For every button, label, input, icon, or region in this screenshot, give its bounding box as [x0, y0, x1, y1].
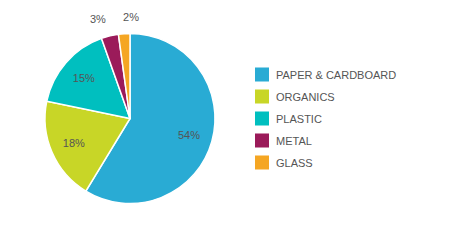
legend-item: PAPER & CARDBOARD [255, 68, 396, 82]
legend-label: GLASS [276, 157, 313, 169]
legend-swatch [255, 134, 269, 148]
legend-swatch [255, 156, 269, 170]
legend-swatch [255, 112, 269, 126]
legend-item: ORGANICS [255, 90, 335, 104]
data-label: 2% [123, 11, 139, 23]
legend-label: METAL [276, 135, 312, 147]
chart: 54% 18% 15% 3% 2% PAPER & CARDBOARD ORGANICS PL… [0, 0, 474, 237]
legend-label: ORGANICS [276, 91, 335, 103]
legend-label: PLASTIC [276, 113, 322, 125]
data-label: 54% [178, 129, 200, 141]
pie [45, 34, 215, 204]
legend-swatch [255, 68, 269, 82]
data-labels: 54% 18% 15% 3% 2% [63, 11, 200, 149]
legend: PAPER & CARDBOARD ORGANICS PLASTIC METAL GLA… [255, 68, 396, 170]
data-label: 3% [90, 13, 106, 25]
legend-item: METAL [255, 134, 312, 148]
data-label: 15% [73, 72, 95, 84]
legend-item: PLASTIC [255, 112, 322, 126]
legend-label: PAPER & CARDBOARD [276, 69, 396, 81]
pie-slice [102, 34, 130, 118]
legend-item: GLASS [255, 156, 313, 170]
pie-slice [118, 34, 130, 119]
data-label: 18% [63, 137, 85, 149]
legend-swatch [255, 90, 269, 104]
